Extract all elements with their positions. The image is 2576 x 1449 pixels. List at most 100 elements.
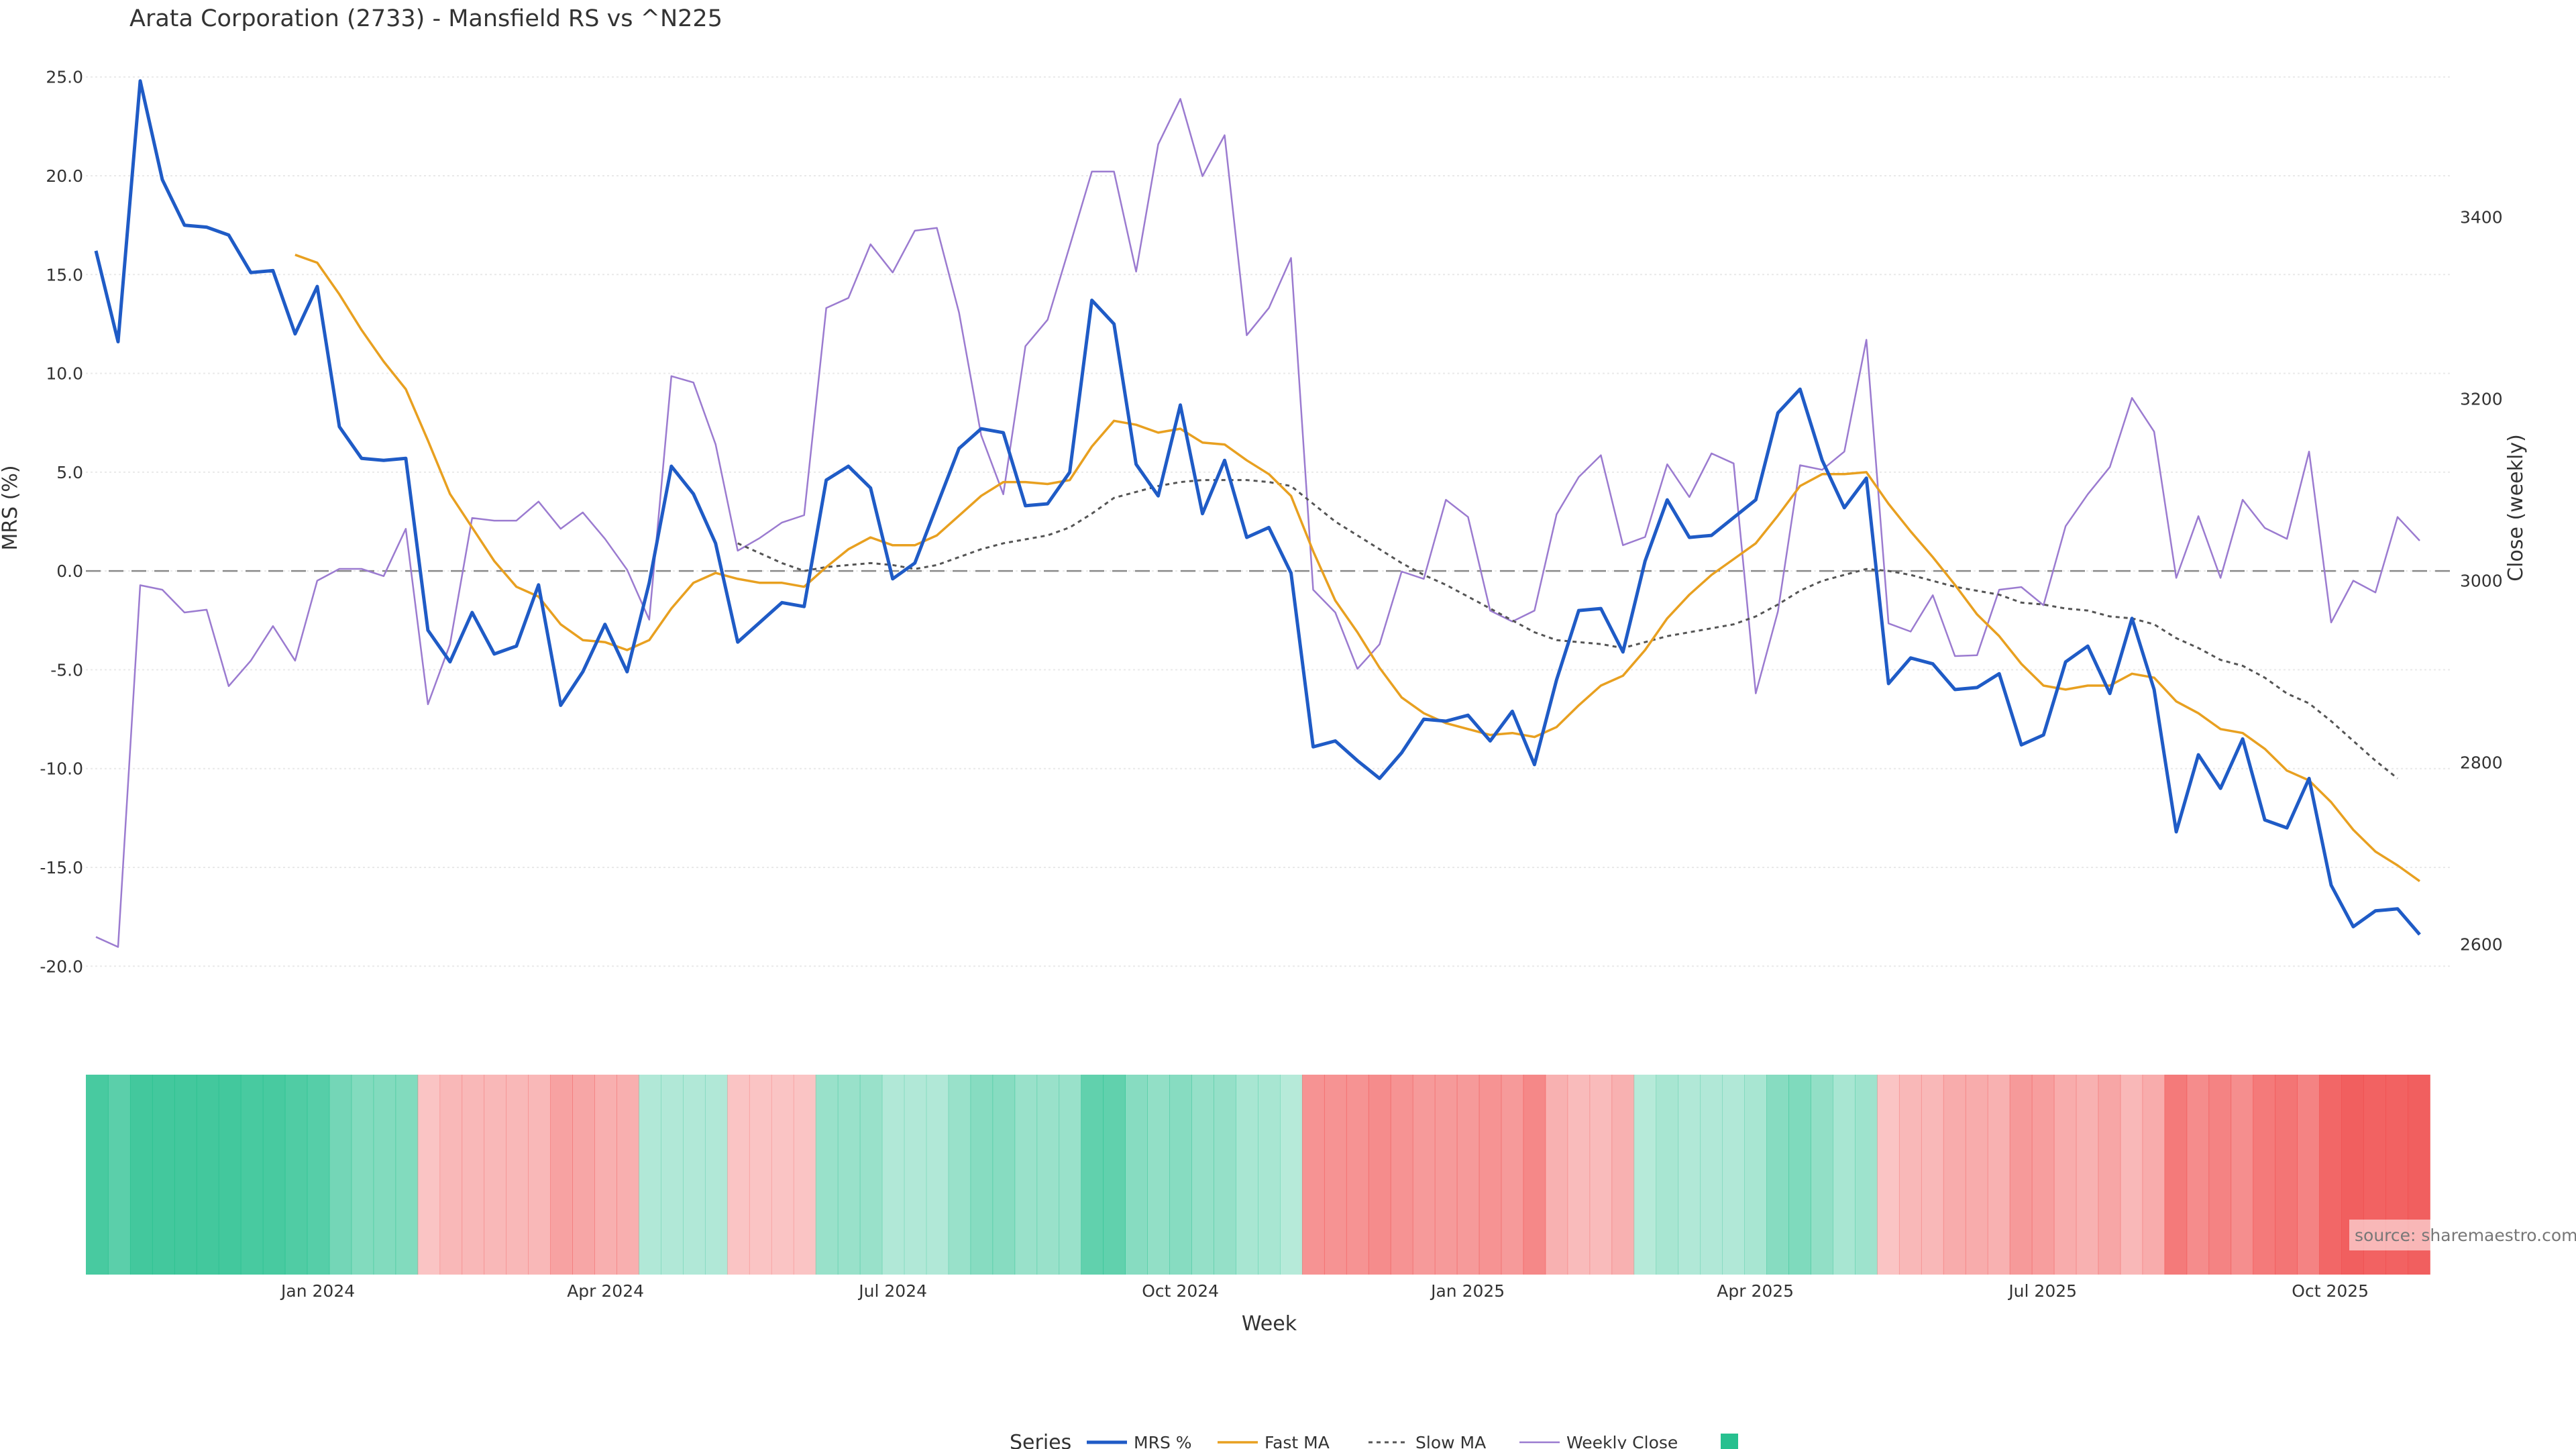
heatmap-cell (1811, 1075, 1833, 1275)
heatmap-cell (594, 1075, 617, 1275)
heatmap-cell (528, 1075, 551, 1275)
y-tick-label: 0.0 (56, 561, 83, 581)
heatmap-cell (1678, 1075, 1701, 1275)
heatmap-cell (1589, 1075, 1613, 1275)
heatmap-cell (307, 1075, 330, 1275)
legend-label-close: Weekly Close (1566, 1433, 1678, 1449)
heatmap-cell (1700, 1075, 1723, 1275)
heatmap-cell (1965, 1075, 1988, 1275)
heatmap-cell (616, 1075, 639, 1275)
heatmap-cell (1523, 1075, 1546, 1275)
heatmap-cell (329, 1075, 352, 1275)
y2-tick-label: 2600 (2460, 935, 2503, 955)
x-tick-label: Oct 2025 (2292, 1281, 2369, 1301)
x-tick-label: Jan 2025 (1430, 1281, 1505, 1301)
y-tick-label: -10.0 (40, 759, 83, 779)
heatmap-cell (948, 1075, 971, 1275)
y-tick-label: -15.0 (40, 858, 83, 877)
heatmap-cell (1368, 1075, 1391, 1275)
y-axis-right-ticks: 3400 3200 3000 2800 2600 (2460, 208, 2503, 955)
y-axis-left-title: MRS (%) (0, 465, 22, 550)
heatmap-cell (1545, 1075, 1568, 1275)
heatmap-cell (218, 1075, 241, 1275)
heatmap-cell (107, 1075, 131, 1275)
heatmap-cell (1744, 1075, 1767, 1275)
heatmap-cell (1191, 1075, 1214, 1275)
heatmap-cell (1390, 1075, 1413, 1275)
y-axis-left-ticks: 25.0 20.0 15.0 10.0 5.0 0.0 -5.0 -10.0 -15.0 -20.… (40, 68, 83, 977)
mrs-heatmap-strip (86, 1075, 2430, 1275)
series-line-fast-ma (294, 254, 2421, 883)
heatmap-cell (439, 1075, 463, 1275)
heatmap-cell (2319, 1075, 2342, 1275)
heatmap-cell (550, 1075, 573, 1275)
heatmap-cell (2164, 1075, 2188, 1275)
heatmap-cell (793, 1075, 816, 1275)
legend-label-mrs: MRS % (1134, 1433, 1192, 1449)
heatmap-cell (2076, 1075, 2099, 1275)
heatmap-cell (1236, 1075, 1258, 1275)
heatmap-cell (1412, 1075, 1436, 1275)
heatmap-cell (129, 1075, 153, 1275)
heatmap-cell (837, 1075, 861, 1275)
source-badge-bg (2349, 1220, 2571, 1250)
heatmap-cell (1279, 1075, 1303, 1275)
heatmap-cell (2275, 1075, 2298, 1275)
heatmap-cell (506, 1075, 529, 1275)
heatmap-cell (881, 1075, 905, 1275)
legend-label-slow-ma: Slow MA (1415, 1433, 1486, 1449)
heatmap-cell (395, 1075, 419, 1275)
heatmap-cell (1214, 1075, 1236, 1275)
heatmap-cell (1258, 1075, 1281, 1275)
heatmap-cell (1633, 1075, 1657, 1275)
heatmap-cell (2231, 1075, 2254, 1275)
heatmap-cell (1169, 1075, 1192, 1275)
heatmap-cell (1567, 1075, 1591, 1275)
y-tick-label: -5.0 (50, 660, 83, 680)
y2-tick-label: 2800 (2460, 753, 2503, 773)
legend-swatch-heatmap (1721, 1434, 1738, 1449)
heatmap-cell (240, 1075, 264, 1275)
heatmap-cell (992, 1075, 1016, 1275)
heatmap-cell (1855, 1075, 1878, 1275)
heatmap-cell (1125, 1075, 1148, 1275)
heatmap-cell (1501, 1075, 1524, 1275)
heatmap-cell (1833, 1075, 1856, 1275)
y-tick-label: -20.0 (40, 957, 83, 976)
heatmap-cell (2098, 1075, 2121, 1275)
y-tick-label: 10.0 (46, 364, 83, 384)
heatmap-cell (704, 1075, 728, 1275)
heatmap-cell (1898, 1075, 1922, 1275)
x-tick-label: Apr 2025 (1717, 1281, 1794, 1301)
heatmap-cell (1921, 1075, 1944, 1275)
source-label: source: sharemaestro.com (2355, 1226, 2576, 1245)
heatmap-cell (1876, 1075, 1900, 1275)
heatmap-cell (262, 1075, 286, 1275)
heatmap-cell (1081, 1075, 1104, 1275)
heatmap-cell (1324, 1075, 1347, 1275)
heatmap-cell (1434, 1075, 1458, 1275)
heatmap-cell (417, 1075, 441, 1275)
heatmap-cell (1036, 1075, 1060, 1275)
heatmap-cell (1103, 1075, 1126, 1275)
series-line-mrs (94, 79, 2421, 936)
heatmap-cell (1943, 1075, 1966, 1275)
heatmap-cell (661, 1075, 684, 1275)
x-axis-ticks: Jan 2024 Apr 2024 Jul 2024 Oct 2024 Jan 2025… (280, 1281, 2369, 1301)
heatmap-cell (815, 1075, 839, 1275)
x-tick-label: Apr 2024 (567, 1281, 644, 1301)
series-lines (94, 79, 2421, 948)
grid (86, 76, 2452, 967)
heatmap-cell (682, 1075, 706, 1275)
heatmap-cell (196, 1075, 219, 1275)
y-tick-label: 25.0 (46, 68, 83, 87)
heatmap-cell (639, 1075, 661, 1275)
heatmap-cell (771, 1075, 794, 1275)
heatmap-cell (2031, 1075, 2055, 1275)
y2-tick-label: 3200 (2460, 390, 2503, 409)
y-tick-label: 5.0 (56, 463, 83, 482)
heatmap-cell (1059, 1075, 1082, 1275)
heatmap-cell (2009, 1075, 2033, 1275)
heatmap-cell (1147, 1075, 1170, 1275)
